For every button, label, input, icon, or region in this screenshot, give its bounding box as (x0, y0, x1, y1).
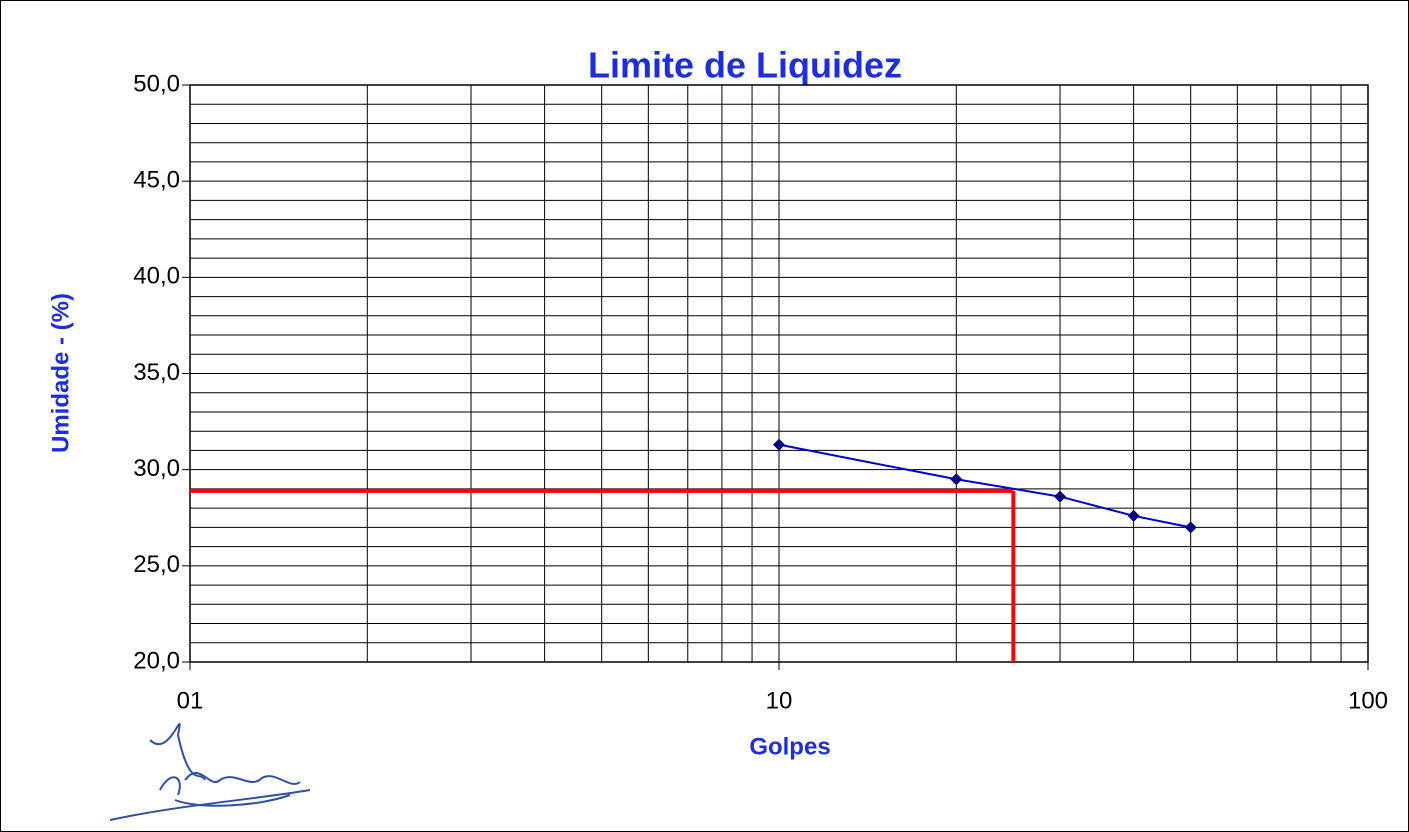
y-tick-label: 45,0 (133, 167, 180, 194)
y-tick-label: 35,0 (133, 359, 180, 386)
signature (109, 722, 311, 821)
chart-title: Limite de Liquidez (588, 45, 902, 86)
data-point (1127, 509, 1140, 522)
data-point (1054, 490, 1067, 503)
data-point (950, 473, 963, 486)
y-tick-label: 25,0 (133, 551, 180, 578)
y-axis-label: Umidade - (%) (47, 293, 74, 453)
x-tick-label: 01 (177, 687, 204, 714)
y-tick-label: 20,0 (133, 647, 180, 674)
y-tick-label: 30,0 (133, 455, 180, 482)
y-tick-label: 40,0 (133, 263, 180, 290)
data-point (1184, 521, 1197, 534)
plot-frame (189, 84, 1369, 663)
x-tick-label: 10 (766, 687, 793, 714)
x-tick-label: 100 (1348, 687, 1388, 714)
y-tick-label: 50,0 (133, 70, 180, 97)
data-point (773, 438, 785, 451)
x-axis-label: Golpes (749, 733, 830, 760)
